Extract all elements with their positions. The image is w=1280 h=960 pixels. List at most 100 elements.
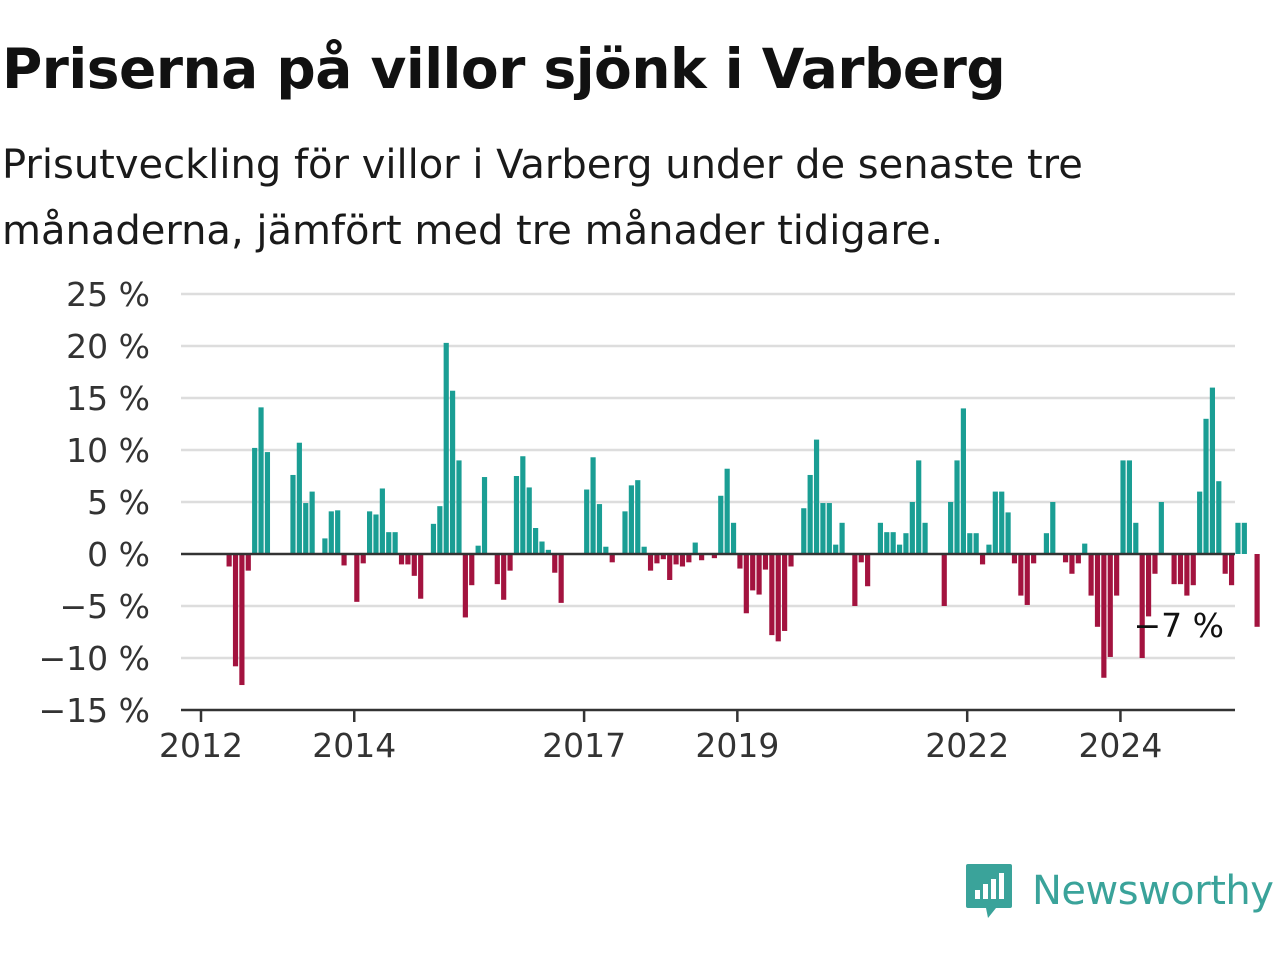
bar [513, 476, 520, 554]
bar [999, 491, 1005, 554]
bar [960, 408, 966, 554]
bar [309, 491, 315, 554]
x-tick-label: 2014 [312, 726, 396, 765]
bar [967, 533, 973, 554]
bar [1094, 554, 1101, 627]
bar [1043, 533, 1049, 554]
bar [475, 545, 481, 554]
bar [603, 546, 609, 554]
bar [520, 456, 526, 554]
bar [788, 554, 794, 567]
bar [418, 554, 424, 599]
bar [686, 554, 692, 563]
bar [986, 544, 992, 554]
bar [641, 546, 647, 554]
bar [1133, 522, 1139, 554]
bar [673, 554, 679, 565]
bar [386, 532, 392, 554]
brand-name: Newsworthy [1032, 868, 1274, 914]
bar [405, 554, 411, 565]
bar [1069, 554, 1075, 574]
bar [328, 511, 334, 554]
bar [801, 508, 807, 554]
y-tick-label: 15 % [66, 379, 150, 418]
y-tick-label: 5 % [87, 483, 150, 522]
bar [654, 554, 660, 564]
bar [813, 439, 820, 554]
bar [450, 390, 456, 554]
bar [322, 538, 328, 554]
x-tick-label: 2012 [159, 726, 243, 765]
bar [584, 489, 590, 554]
y-tick-label: 0 % [87, 535, 150, 574]
bar [1031, 554, 1037, 564]
bar [884, 532, 890, 554]
bar [756, 554, 762, 595]
bar [1222, 554, 1228, 574]
bar [865, 554, 871, 587]
bar [903, 533, 909, 554]
bar [724, 468, 730, 554]
bar [826, 503, 832, 554]
bar [232, 554, 239, 667]
bar [782, 554, 788, 631]
bar [954, 460, 960, 554]
bar [737, 554, 743, 569]
bar [973, 533, 979, 554]
bar [1197, 491, 1203, 554]
bar [1082, 543, 1088, 554]
bar [1177, 554, 1184, 585]
bar [539, 541, 545, 554]
x-tick-label: 2022 [925, 726, 1009, 765]
bar [769, 554, 775, 636]
bar [1088, 554, 1094, 596]
x-tick-label: 2019 [695, 726, 779, 765]
y-tick-label: −10 % [39, 639, 151, 678]
bar [1062, 554, 1069, 563]
bar [1203, 418, 1209, 554]
x-tick-label: 2017 [542, 726, 626, 765]
bar [711, 554, 717, 559]
bar [852, 554, 858, 606]
bar [660, 554, 666, 560]
bar [558, 554, 564, 603]
bar [1184, 554, 1190, 596]
bar [1254, 554, 1260, 627]
bar [775, 554, 781, 642]
last-value-annotation: −7 % [1134, 606, 1225, 645]
bar [245, 554, 251, 571]
bar [596, 504, 603, 554]
bar [922, 522, 928, 554]
bar [1114, 554, 1120, 596]
bar [379, 488, 385, 554]
bar [456, 460, 462, 554]
y-tick-label: −15 % [39, 691, 151, 730]
y-tick-label: 20 % [66, 327, 150, 366]
bar [807, 474, 813, 554]
bar [290, 474, 296, 554]
bar [833, 544, 839, 554]
bar [909, 502, 915, 554]
bar [1235, 522, 1241, 554]
bar [718, 495, 724, 554]
bar [635, 480, 641, 554]
bar [1024, 554, 1030, 605]
bar [890, 532, 896, 554]
bar [373, 514, 379, 554]
bar [367, 511, 373, 554]
bar [941, 554, 947, 606]
bar [609, 554, 615, 563]
y-tick-label: 10 % [66, 431, 150, 470]
bar [1126, 460, 1132, 554]
bar [360, 554, 366, 564]
bar [252, 447, 258, 554]
bar [699, 554, 705, 561]
x-axis-labels: 2012 2014 2017 2019 2022 2024 [159, 710, 1162, 765]
bar [590, 457, 596, 554]
bar [1018, 554, 1024, 596]
bar [1190, 554, 1196, 586]
bar [481, 477, 488, 554]
bar-chart: −15 % −10 % −5 % 0 % 5 % 10 % 15 % 20 % 25 % 201… [39, 275, 1260, 765]
bar [1005, 512, 1011, 554]
bar [1216, 481, 1222, 554]
